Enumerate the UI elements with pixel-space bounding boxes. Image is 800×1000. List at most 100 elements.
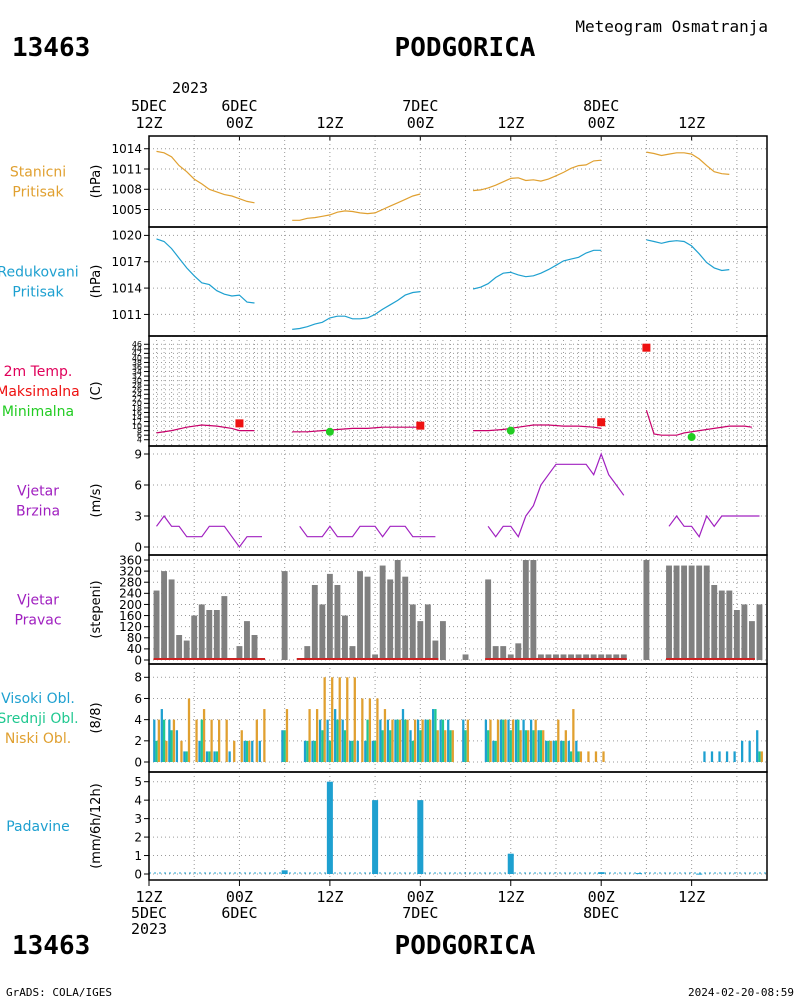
unit-label: (mm/6h/12h) bbox=[89, 783, 104, 869]
high-cloud-bar bbox=[153, 719, 156, 762]
low-cloud-bar bbox=[225, 719, 228, 762]
panel-label: Brzina bbox=[16, 504, 60, 520]
high-cloud-bar bbox=[431, 709, 435, 762]
low-cloud-bar bbox=[527, 730, 530, 762]
low-cloud-bar bbox=[579, 751, 583, 762]
top-tick-label: 8DEC bbox=[583, 97, 619, 115]
low-cloud-bar bbox=[180, 740, 183, 762]
mid-cloud-bar bbox=[532, 730, 535, 762]
y-tick-label: 20 bbox=[132, 399, 142, 408]
y-tick-label: 1011 bbox=[111, 162, 142, 176]
low-cloud-bar bbox=[255, 719, 258, 762]
high-cloud-bar bbox=[424, 719, 427, 762]
direction-bar bbox=[688, 565, 695, 660]
mid-cloud-bar bbox=[389, 730, 392, 762]
direction-bar bbox=[537, 654, 544, 660]
direction-bar bbox=[176, 635, 183, 660]
panel-label: Minimalna bbox=[2, 404, 74, 420]
y-tick-label: 240 bbox=[119, 587, 142, 601]
bottom-tick-label: 00Z bbox=[588, 888, 615, 906]
low-cloud-bar bbox=[195, 719, 198, 762]
direction-bar bbox=[244, 621, 250, 660]
low-cloud-bar bbox=[413, 719, 417, 762]
bottom-tick-label: 7DEC bbox=[402, 904, 438, 922]
y-tick-label: 160 bbox=[119, 609, 142, 623]
low-cloud-bar bbox=[398, 719, 402, 762]
y-tick-label: 26 bbox=[132, 386, 142, 395]
high-cloud-bar bbox=[168, 719, 171, 762]
precip-bar bbox=[281, 870, 288, 874]
low-cloud-bar bbox=[361, 698, 364, 762]
direction-bar bbox=[168, 579, 175, 660]
panel-wind_speed: 9 6 3 0 (m/s) Vjetar Brzina bbox=[16, 445, 768, 556]
y-tick-label: 6 bbox=[134, 692, 142, 706]
direction-bar bbox=[598, 654, 605, 660]
unit-label: (hPa) bbox=[89, 165, 104, 199]
direction-bar bbox=[553, 654, 559, 660]
high-cloud-bar bbox=[394, 719, 397, 762]
series-line bbox=[646, 239, 730, 272]
bottom-tick-label: 00Z bbox=[407, 888, 434, 906]
high-cloud-bar bbox=[499, 719, 503, 762]
direction-bar bbox=[560, 654, 567, 660]
precip-bar bbox=[417, 800, 424, 874]
y-tick-label: 1014 bbox=[111, 142, 142, 156]
high-cloud-bar bbox=[560, 740, 563, 762]
low-cloud-bar bbox=[429, 719, 432, 762]
tmax-marker bbox=[416, 421, 425, 430]
panel-label: Padavine bbox=[6, 819, 70, 835]
high-cloud-bar bbox=[401, 709, 405, 762]
y-tick-label: 16 bbox=[132, 408, 142, 417]
mid-cloud-bar bbox=[170, 730, 173, 762]
y-tick-label: 0 bbox=[134, 653, 142, 667]
panel-label: Srednji Obl. bbox=[0, 711, 79, 727]
direction-bar bbox=[583, 654, 590, 660]
low-cloud-bar bbox=[308, 709, 311, 762]
y-tick-label: 9 bbox=[134, 447, 142, 461]
mid-cloud-bar bbox=[758, 751, 761, 762]
footer-station-id: 13463 bbox=[12, 931, 90, 961]
mid-cloud-bar bbox=[343, 730, 347, 762]
direction-bar bbox=[379, 565, 386, 660]
high-cloud-bar bbox=[213, 751, 216, 762]
high-cloud-bar bbox=[349, 740, 352, 762]
direction-bar bbox=[530, 560, 537, 660]
y-tick-label: 200 bbox=[119, 598, 142, 612]
top-tick-label: 00Z bbox=[588, 114, 615, 132]
direction-bar bbox=[492, 646, 499, 660]
direction-bar bbox=[500, 646, 507, 660]
high-cloud-bar bbox=[311, 740, 314, 762]
y-tick-label: 4 bbox=[134, 793, 142, 807]
mid-cloud-bar bbox=[283, 730, 286, 762]
y-tick-label: 42 bbox=[132, 349, 142, 358]
precip-bar bbox=[507, 853, 514, 874]
mid-cloud-bar bbox=[381, 730, 384, 762]
y-tick-label: 34 bbox=[132, 367, 142, 376]
mid-cloud-bar bbox=[517, 719, 520, 762]
direction-bar bbox=[673, 565, 680, 660]
low-cloud-bar bbox=[248, 740, 251, 762]
direction-bar bbox=[342, 615, 348, 660]
low-cloud-bar bbox=[421, 719, 424, 762]
low-cloud-bar bbox=[263, 709, 266, 762]
precip-bar bbox=[598, 872, 605, 874]
high-cloud-bar bbox=[507, 719, 510, 762]
y-tick-label: 36 bbox=[132, 363, 142, 372]
bottom-tick-label: 6DEC bbox=[221, 904, 257, 922]
series-line bbox=[156, 514, 262, 549]
mid-cloud-bar bbox=[494, 740, 497, 762]
direction-bar bbox=[213, 610, 220, 660]
unit-label: (m/s) bbox=[89, 484, 104, 518]
high-cloud-bar bbox=[545, 740, 548, 762]
mid-cloud-bar bbox=[185, 751, 188, 762]
y-tick-label: 5 bbox=[134, 775, 142, 789]
high-cloud-bar bbox=[356, 740, 359, 762]
high-cloud-bar bbox=[492, 740, 495, 762]
y-tick-label: 8 bbox=[137, 427, 142, 436]
top-tick-label: 12Z bbox=[678, 114, 705, 132]
mid-cloud-bar bbox=[306, 740, 309, 762]
panel-precipitation: 5 4 3 2 1 0 (mm/6h/12h) Padavine bbox=[6, 771, 768, 881]
bottom-tick-label: 12Z bbox=[497, 888, 524, 906]
mid-cloud-bar bbox=[547, 740, 550, 762]
